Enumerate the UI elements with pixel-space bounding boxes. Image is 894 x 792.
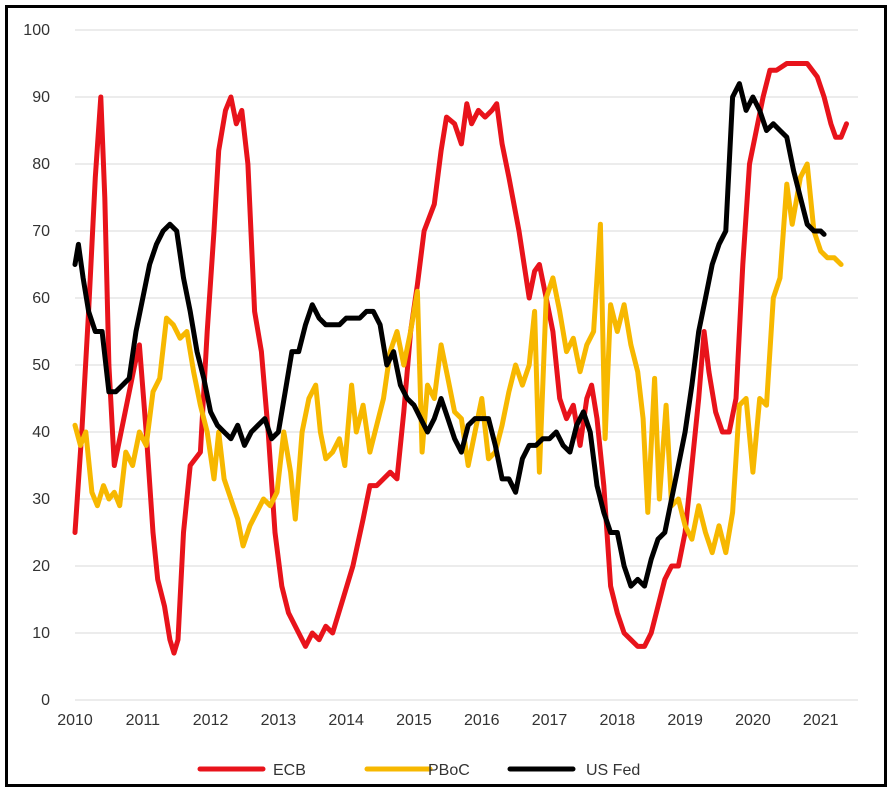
- y-tick-label: 60: [32, 290, 50, 307]
- y-tick-label: 50: [32, 357, 50, 374]
- x-tick-label: 2018: [600, 712, 636, 729]
- x-tick-label: 2021: [803, 712, 839, 729]
- x-tick-label: 2015: [396, 712, 432, 729]
- y-tick-label: 30: [32, 491, 50, 508]
- x-tick-label: 2020: [735, 712, 771, 729]
- y-tick-label: 90: [32, 89, 50, 106]
- y-tick-label: 100: [23, 22, 50, 39]
- x-tick-label: 2012: [193, 712, 229, 729]
- x-tick-label: 2013: [261, 712, 297, 729]
- x-tick-label: 2011: [126, 712, 161, 729]
- y-tick-label: 0: [41, 692, 50, 709]
- y-tick-label: 20: [32, 558, 50, 575]
- x-tick-label: 2017: [532, 712, 568, 729]
- series-line-pboc: [72, 161, 844, 556]
- y-axis-ticks: 0 10 20 30 40 50 60 70 80 90 100: [23, 22, 50, 709]
- gridlines: [75, 29, 858, 701]
- legend: ECB PBoC US Fed: [197, 762, 640, 779]
- series-line-ecb: [72, 61, 849, 656]
- x-tick-label: 2019: [667, 712, 703, 729]
- series-lines: [72, 61, 849, 656]
- y-tick-label: 80: [32, 156, 50, 173]
- x-axis-ticks: 2010 2011 2012 2013 2014 2015 2016 2017 2018 2019…: [57, 712, 838, 729]
- y-tick-label: 70: [32, 223, 50, 240]
- legend-label: ECB: [273, 762, 306, 779]
- y-tick-label: 40: [32, 424, 50, 441]
- x-tick-label: 2010: [57, 712, 93, 729]
- legend-label: US Fed: [586, 762, 640, 779]
- series-line-us-fed: [72, 81, 827, 589]
- legend-label: PBoC: [428, 762, 470, 779]
- y-tick-label: 10: [32, 625, 50, 642]
- x-tick-label: 2016: [464, 712, 500, 729]
- x-tick-label: 2014: [328, 712, 364, 729]
